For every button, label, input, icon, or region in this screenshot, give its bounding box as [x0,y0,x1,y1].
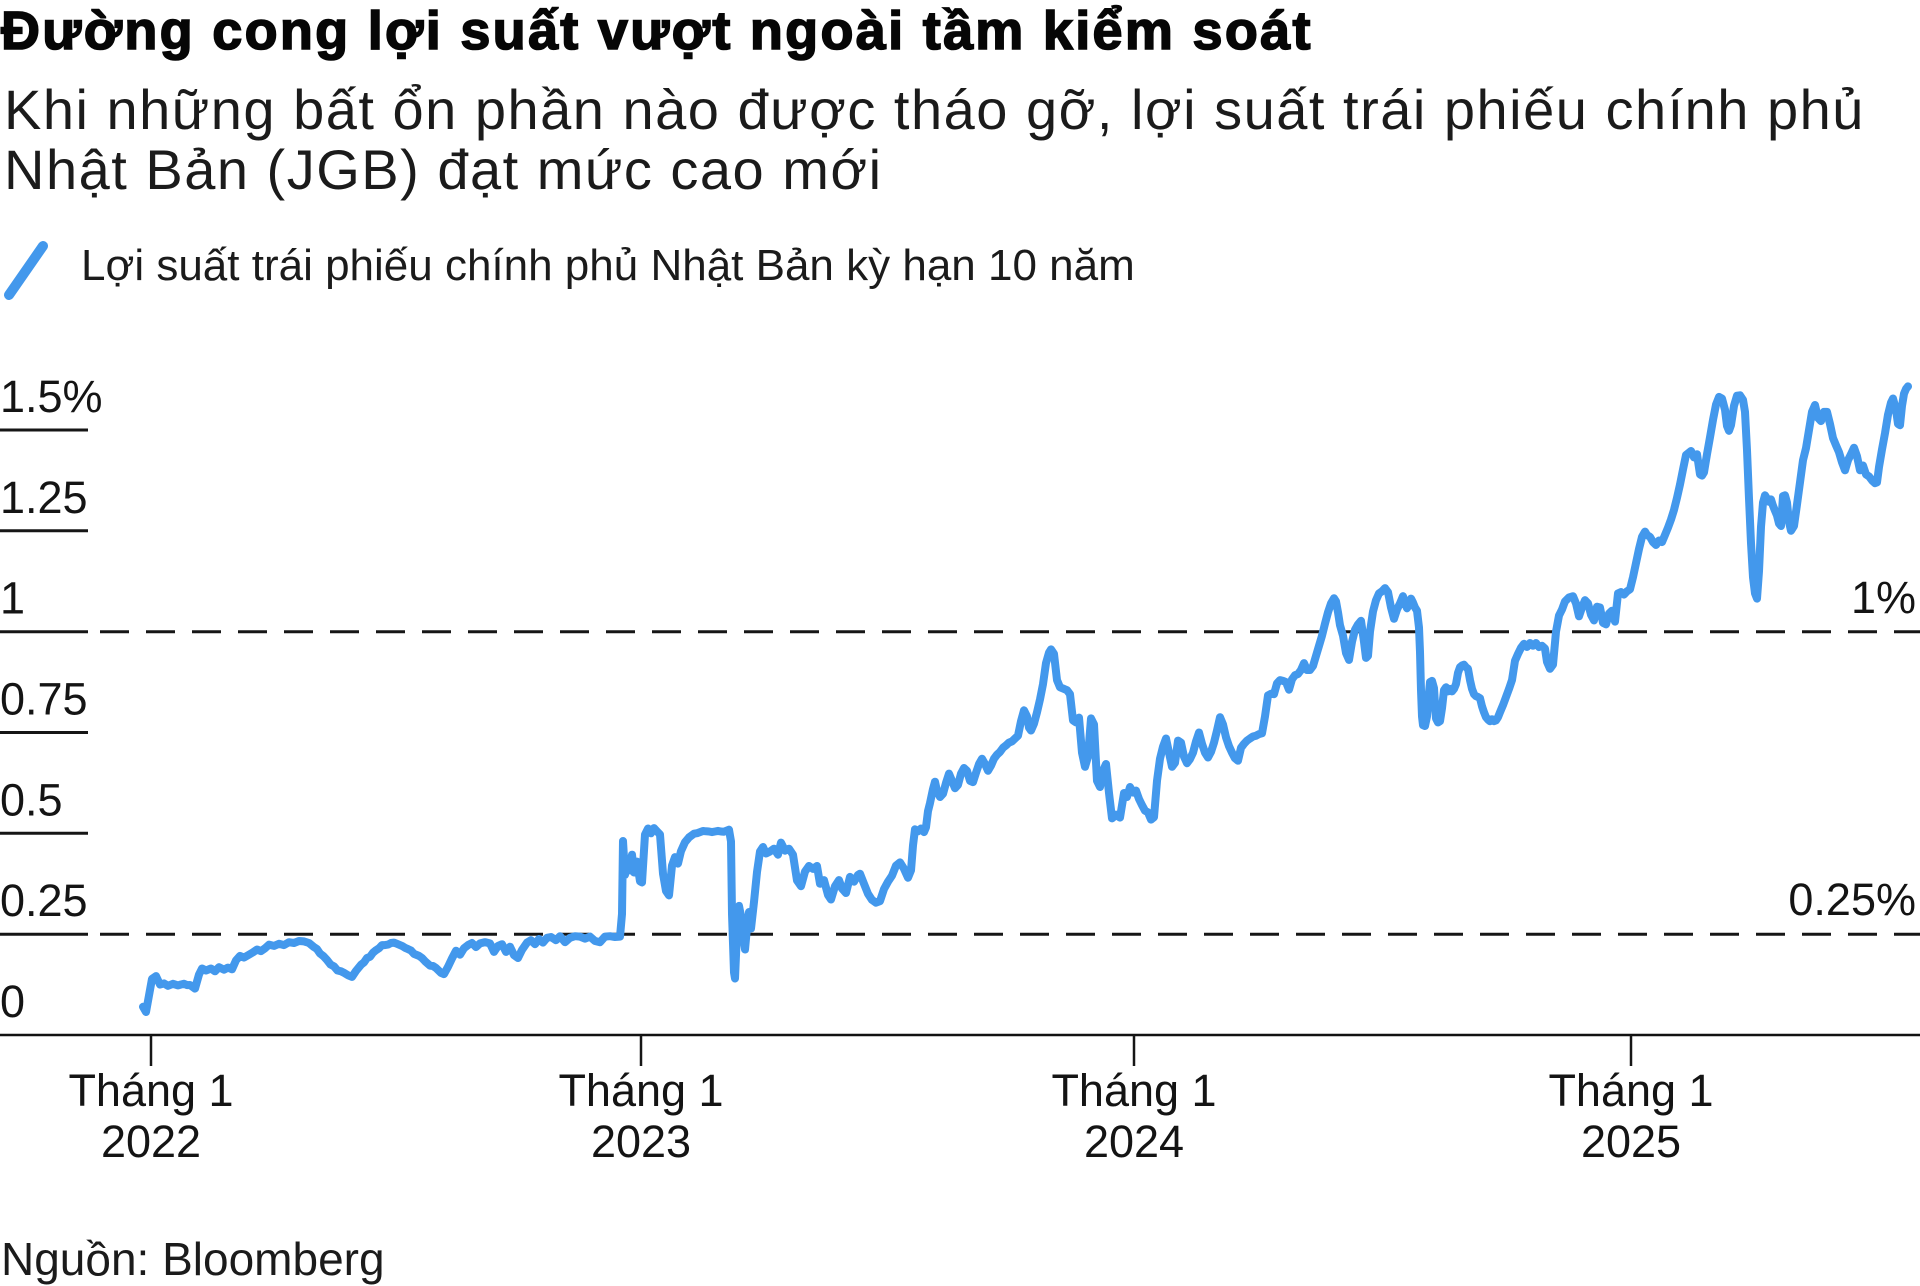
svg-text:0.25: 0.25 [0,875,88,926]
svg-text:2025: 2025 [1581,1116,1681,1167]
svg-text:1: 1 [0,573,25,624]
svg-text:1%: 1% [1851,572,1916,623]
svg-text:Tháng 1: Tháng 1 [558,1065,723,1116]
svg-text:Tháng 1: Tháng 1 [1548,1065,1713,1116]
svg-text:1.5%: 1.5% [0,371,103,422]
svg-text:Tháng 1: Tháng 1 [1051,1065,1216,1116]
svg-text:2022: 2022 [101,1116,201,1167]
svg-text:0.25%: 0.25% [1788,874,1916,925]
svg-text:2024: 2024 [1084,1116,1184,1167]
svg-text:Tháng 1: Tháng 1 [68,1065,233,1116]
svg-text:0: 0 [0,976,25,1027]
svg-text:0.5: 0.5 [0,774,63,825]
svg-text:2023: 2023 [591,1116,691,1167]
svg-text:1.25: 1.25 [0,472,88,523]
svg-text:0.75: 0.75 [0,674,88,725]
